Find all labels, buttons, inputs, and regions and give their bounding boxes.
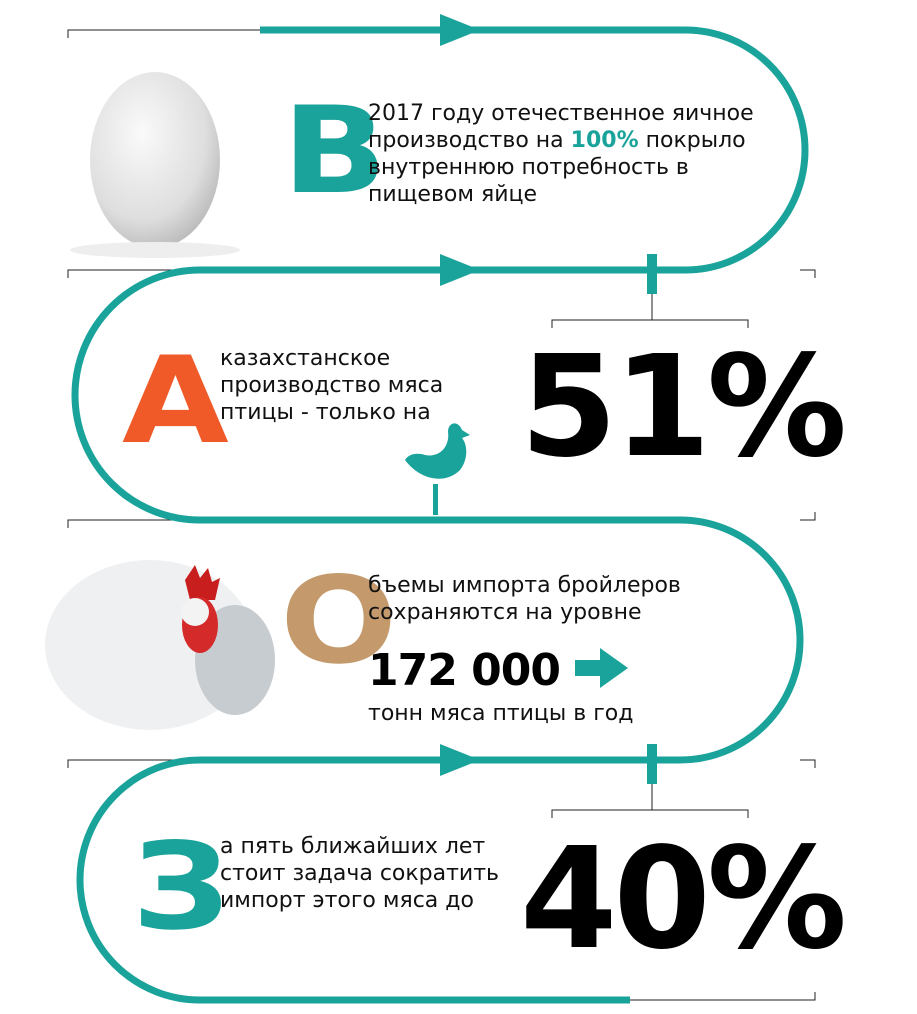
page: В 2017 году отечественное яичное произво… [0, 0, 917, 1014]
number: 172 000 [368, 645, 560, 696]
big-letter: З [132, 828, 230, 948]
section-text: а пять ближайших лет стоит задача сократ… [220, 833, 500, 914]
section-text: казахстанское производство мяса птицы - … [220, 345, 480, 426]
big-letter: А [122, 342, 229, 462]
section-text: 2017 году отечественное яичное производс… [368, 100, 788, 208]
unit-text: тонн мяса птицы в год [368, 700, 633, 727]
big-number: 51% [520, 338, 843, 478]
big-number: 40% [520, 830, 843, 970]
section-text: бъемы импорта бройлеров сохраняются на у… [368, 572, 728, 626]
highlight: 100% [571, 128, 639, 153]
